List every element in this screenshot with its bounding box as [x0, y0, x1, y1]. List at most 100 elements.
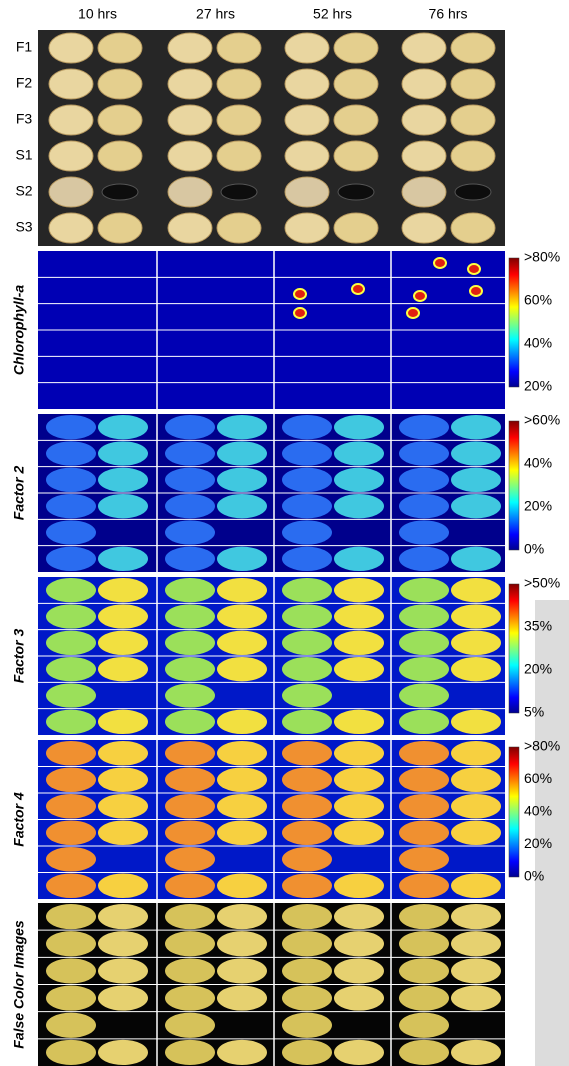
seed: [48, 68, 94, 100]
colorbar: [508, 583, 520, 714]
seed-map: [217, 578, 267, 603]
seed: [48, 32, 94, 64]
seed-map: [451, 820, 501, 845]
seed-map: [451, 1039, 501, 1065]
seed-map: [46, 630, 96, 655]
seed-map: [451, 494, 501, 519]
column-header: 10 hrs: [78, 6, 117, 22]
seed-map: [98, 657, 148, 682]
seed-map: [217, 546, 267, 571]
seed-map: [98, 873, 148, 898]
colorbar-label: 40%: [524, 803, 552, 819]
seed-map: [98, 958, 148, 984]
seed-map: [165, 604, 215, 629]
seed-map: [46, 794, 96, 819]
colorbar-label: 0%: [524, 868, 544, 884]
seed-map: [282, 767, 332, 792]
seed-map: [165, 931, 215, 957]
seed-map: [46, 820, 96, 845]
seed: [48, 140, 94, 172]
seed-map: [46, 709, 96, 734]
seed: [48, 176, 94, 208]
seed-map: [217, 904, 267, 930]
seed: [333, 32, 379, 64]
seed-map: [165, 494, 215, 519]
seed-map: [46, 873, 96, 898]
colorbar: [508, 420, 520, 551]
seed-map: [334, 415, 384, 440]
seed-map: [46, 931, 96, 957]
seed-map: [399, 520, 449, 545]
seed-map: [282, 415, 332, 440]
colorbar-label: 40%: [524, 455, 552, 471]
panel-label: False Color Images: [11, 920, 27, 1049]
seed-map: [165, 958, 215, 984]
seed-map: [217, 604, 267, 629]
seed: [284, 140, 330, 172]
seed: [333, 68, 379, 100]
seed-map: [451, 985, 501, 1011]
seed-map: [217, 441, 267, 466]
seed-map: [98, 441, 148, 466]
seed-map: [165, 441, 215, 466]
colorbar-label: 0%: [524, 541, 544, 557]
seed-map: [399, 657, 449, 682]
seed: [216, 140, 262, 172]
seed-map: [46, 520, 96, 545]
seed-map: [451, 630, 501, 655]
seed-map: [98, 630, 148, 655]
margin-shade: [535, 600, 569, 1066]
seed-map: [217, 709, 267, 734]
seed-map: [46, 767, 96, 792]
seed-map: [451, 546, 501, 571]
seed-map: [165, 683, 215, 708]
colorbar-label: >50%: [524, 575, 560, 591]
seed-map: [165, 847, 215, 872]
seed: [401, 68, 447, 100]
seed: [333, 212, 379, 244]
row-label: S3: [15, 219, 32, 235]
seed: [97, 104, 143, 136]
seed-map: [334, 985, 384, 1011]
seed-map: [399, 1039, 449, 1065]
seed-dark: [101, 183, 139, 201]
seed-map: [46, 683, 96, 708]
column-header: 52 hrs: [313, 6, 352, 22]
seed-map: [282, 847, 332, 872]
seed-map: [451, 931, 501, 957]
seed-map: [98, 415, 148, 440]
colorbar-label: 20%: [524, 835, 552, 851]
seed: [284, 176, 330, 208]
seed-map: [451, 741, 501, 766]
seed-map: [46, 494, 96, 519]
seed-map: [46, 467, 96, 493]
panel-label: Factor 3: [11, 629, 27, 684]
colorbar-label: >80%: [524, 738, 560, 754]
seed-map: [98, 931, 148, 957]
seed-map: [451, 958, 501, 984]
seed-map: [98, 494, 148, 519]
seed-map: [98, 467, 148, 493]
colorbar-label: 60%: [524, 770, 552, 786]
seed-map: [165, 985, 215, 1011]
seed-map: [98, 767, 148, 792]
row-label: S1: [15, 147, 32, 163]
hot-spot: [351, 283, 365, 295]
hot-spot: [406, 307, 420, 319]
seed: [401, 176, 447, 208]
seed: [333, 140, 379, 172]
seed-map: [399, 578, 449, 603]
seed-map: [282, 494, 332, 519]
seed-map: [451, 709, 501, 734]
seed-map: [46, 578, 96, 603]
seed: [401, 104, 447, 136]
seed-map: [165, 657, 215, 682]
seed-map: [98, 985, 148, 1011]
seed-map: [399, 415, 449, 440]
seed: [450, 104, 496, 136]
seed-map: [334, 657, 384, 682]
seed-map: [399, 794, 449, 819]
seed-map: [399, 741, 449, 766]
seed-map: [165, 1039, 215, 1065]
